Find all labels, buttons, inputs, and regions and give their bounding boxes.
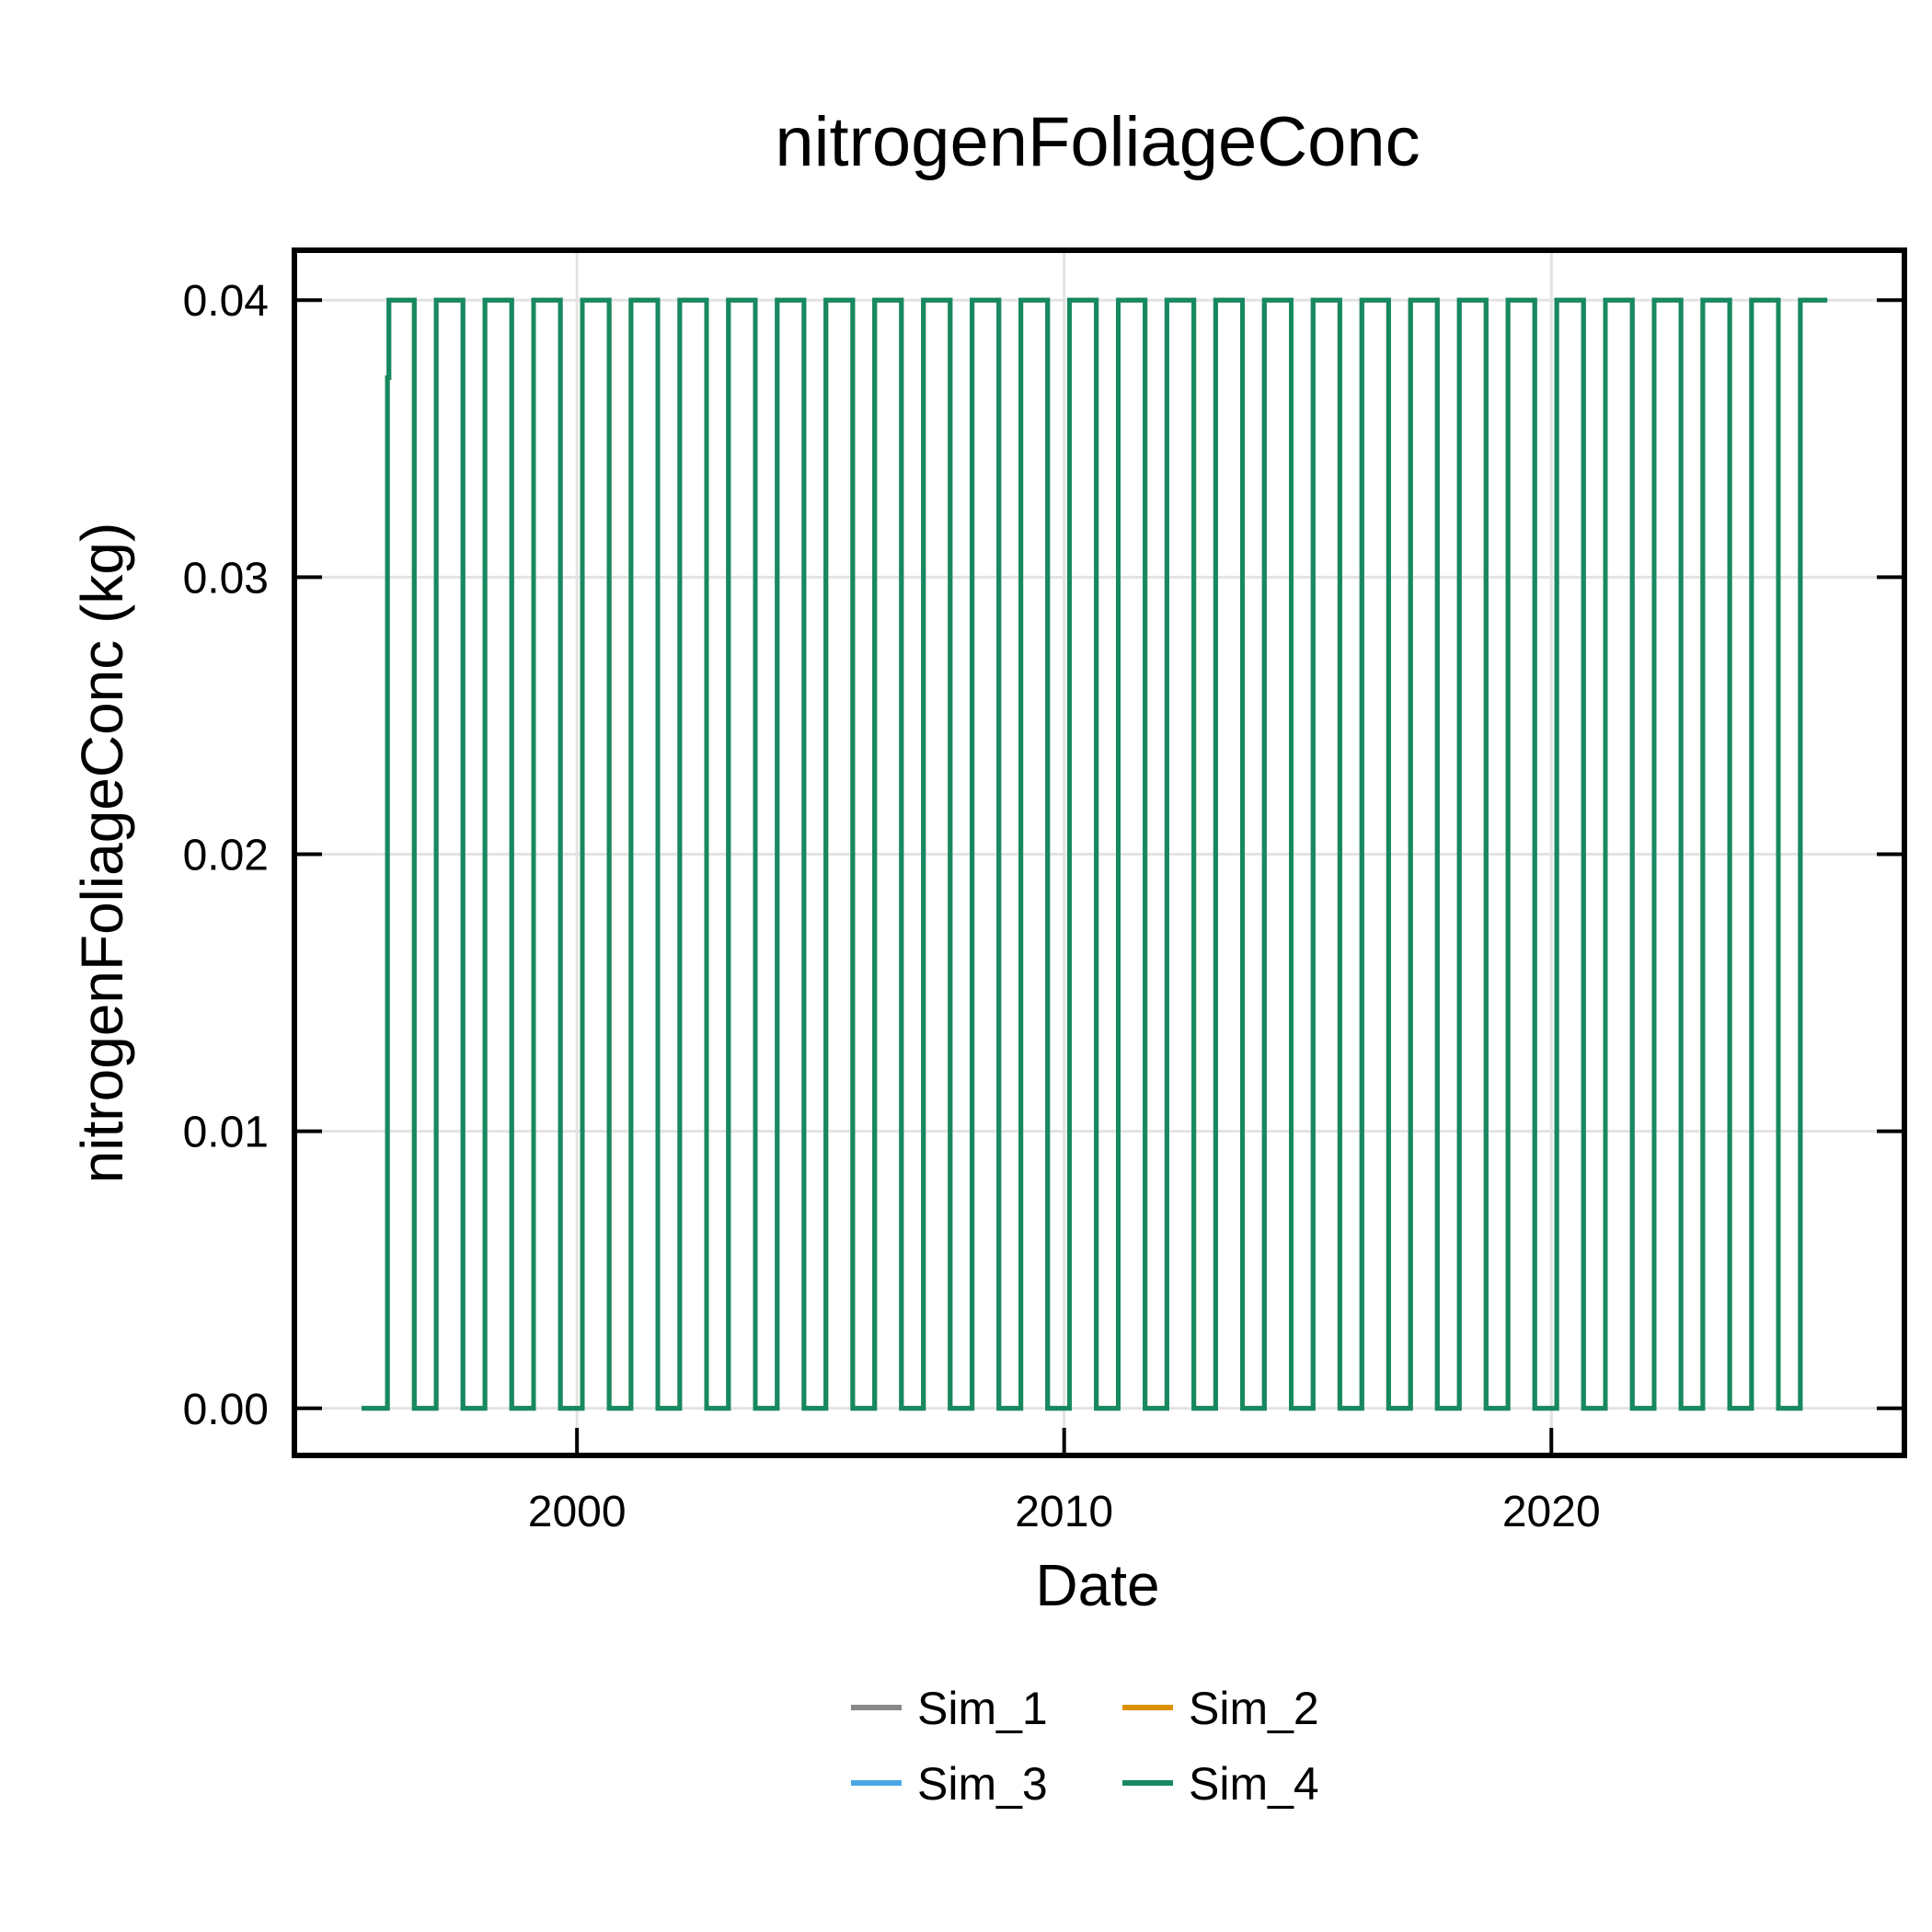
legend-label: Sim_4 (1189, 1758, 1319, 1810)
series-line-sim-4 (362, 297, 1828, 1411)
y-axis-label: nitrogenFoliageConc (kg) (69, 523, 135, 1184)
grid (294, 250, 1904, 1455)
x-tick-label: 2010 (1015, 1488, 1113, 1536)
y-tick-label: 0.00 (183, 1386, 269, 1434)
x-tick-label: 2020 (1502, 1488, 1601, 1536)
legend: Sim_1 Sim_2 Sim_3 Sim_4 (851, 1683, 1319, 1810)
legend-label: Sim_1 (917, 1683, 1048, 1734)
y-tick-label: 0.01 (183, 1109, 269, 1157)
x-tick-label: 2000 (528, 1488, 627, 1536)
legend-label: Sim_2 (1189, 1683, 1319, 1734)
y-tick-label: 0.04 (183, 277, 269, 326)
y-tick-label: 0.03 (183, 554, 269, 603)
y-tick-label: 0.02 (183, 832, 269, 880)
x-axis-label: Date (1035, 1552, 1159, 1618)
chart-title: nitrogenFoliageConc (775, 103, 1420, 181)
legend-label: Sim_3 (917, 1758, 1048, 1810)
series-group (362, 297, 1828, 1411)
ticks: 0.00 0.01 0.02 0.03 0.04 2000 2010 2020 (183, 277, 1904, 1536)
